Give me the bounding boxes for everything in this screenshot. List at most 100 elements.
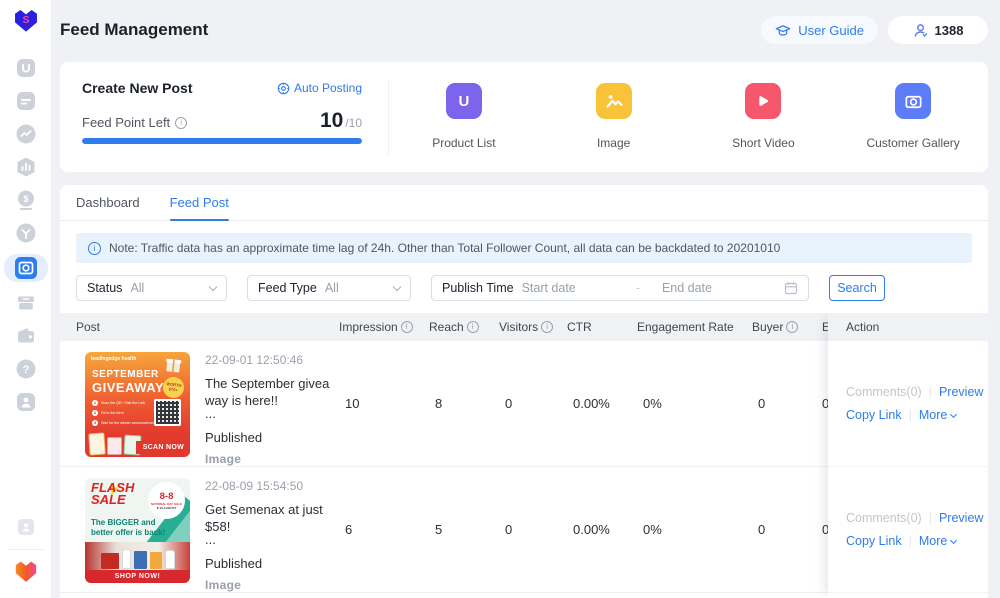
post-thumbnail[interactable]: FLASHSALE 8-8 NATIONAL DAY SALE 8-10 AUG… <box>85 478 190 583</box>
thumb-products <box>89 433 141 455</box>
impression-value: 6 <box>335 467 425 592</box>
preview-link[interactable]: Preview <box>939 385 983 399</box>
play-icon <box>745 83 781 119</box>
page-title: Feed Management <box>60 20 208 40</box>
feed-type-filter-label: Feed Type <box>258 281 317 295</box>
info-icon[interactable]: i <box>786 321 798 333</box>
ctr-value: 0.00% <box>563 341 633 466</box>
sidebar-item-data[interactable] <box>4 155 48 179</box>
engagement-rate-value: 0% <box>633 341 748 466</box>
feed-points-total: /10 <box>345 116 362 130</box>
progress-fill <box>82 138 362 144</box>
svg-text:S: S <box>22 14 29 26</box>
thumb-cta: SHOP NOW! <box>85 570 190 583</box>
lazada-logo-icon[interactable] <box>13 559 39 588</box>
info-icon[interactable]: i <box>401 321 413 333</box>
auto-posting-link[interactable]: Auto Posting <box>277 81 362 95</box>
status-filter-select[interactable]: Status All <box>76 275 227 301</box>
sidebar-item-feed[interactable] <box>4 254 48 282</box>
create-post-title: Create New Post <box>82 80 192 96</box>
filter-bar: Status All Feed Type All Publish Time St… <box>76 275 972 301</box>
chevron-down-icon <box>950 410 957 417</box>
create-new-post-card: Create New Post Auto Posting Feed Point … <box>60 62 988 172</box>
auto-posting-label: Auto Posting <box>294 81 362 95</box>
dollar-icon: $ <box>23 194 28 204</box>
thumb-title: FLASHSALE <box>91 482 134 506</box>
comments-link-disabled: Comments(0) <box>846 385 922 399</box>
tab-feed-post[interactable]: Feed Post <box>170 185 229 220</box>
copy-link-link[interactable]: Copy Link <box>846 408 902 422</box>
feed-type-filter-select[interactable]: Feed Type All <box>247 275 411 301</box>
post-type: Image <box>205 452 333 466</box>
sidebar-item-settings[interactable] <box>4 515 48 539</box>
sidebar-bottom <box>0 515 51 598</box>
feed-point-label-wrap: Feed Point Left i <box>82 115 187 130</box>
gear-icon <box>277 82 290 95</box>
publish-time-range-picker[interactable]: Publish Time Start date - End date <box>431 275 809 301</box>
lazada-seller-logo-icon[interactable]: S <box>12 7 40 38</box>
feed-point-progress-bar <box>82 138 362 144</box>
sidebar-item-products[interactable] <box>4 56 48 80</box>
post-type-label: Customer Gallery <box>866 136 959 150</box>
sidebar-item-marketing[interactable] <box>4 122 48 146</box>
chevron-down-icon <box>393 282 401 290</box>
post-type-label: Short Video <box>732 136 795 150</box>
post-type-short-video[interactable]: Short Video <box>689 62 839 172</box>
sidebar-item-account[interactable] <box>4 390 48 414</box>
gift-icon <box>163 354 185 374</box>
thumb-cta: SCAN NOW <box>136 441 190 454</box>
sidebar-item-help[interactable]: ? <box>4 357 48 381</box>
info-icon[interactable]: i <box>467 321 479 333</box>
post-type-image[interactable]: Image <box>539 62 689 172</box>
tab-dashboard[interactable]: Dashboard <box>76 185 140 220</box>
post-ellipsis: ... <box>205 409 333 419</box>
note-text: Note: Traffic data has an approximate ti… <box>109 241 780 255</box>
buyer-value: 0 <box>748 341 818 466</box>
person-icon <box>913 23 928 38</box>
sidebar-item-store[interactable] <box>4 221 48 245</box>
sidebar-item-wallet[interactable] <box>4 324 48 348</box>
thumb-brand-text: leadingedge health <box>91 356 136 362</box>
calendar-icon <box>784 281 798 295</box>
col-header-visitors: Visitorsi <box>495 320 563 334</box>
reach-value: 5 <box>425 467 495 592</box>
chevron-down-icon <box>950 536 957 543</box>
main-area: Feed Management User Guide 1388 Create N… <box>52 0 1000 598</box>
preview-link[interactable]: Preview <box>939 511 983 525</box>
col-header-reach: Reachi <box>425 320 495 334</box>
sidebar-item-finance[interactable]: $ <box>4 188 48 212</box>
sidebar-divider <box>8 549 44 550</box>
col-header-buyer: Buyeri <box>748 320 818 334</box>
wallet-icon <box>20 328 28 331</box>
start-date-input[interactable]: Start date <box>522 281 576 295</box>
copy-link-link[interactable]: Copy Link <box>846 534 902 548</box>
sidebar-item-orders[interactable] <box>4 89 48 113</box>
question-icon: ? <box>22 364 29 376</box>
post-type: Image <box>205 578 333 592</box>
col-header-action: Action <box>828 313 988 341</box>
end-date-input[interactable]: End date <box>662 281 712 295</box>
user-guide-button[interactable]: User Guide <box>761 16 878 44</box>
post-type-customer-gallery[interactable]: Customer Gallery <box>838 62 988 172</box>
user-guide-label: User Guide <box>798 23 864 38</box>
action-cell: Comments(0) | Preview Copy Link | More <box>828 467 988 593</box>
col-header-impression: Impressioni <box>335 320 425 334</box>
post-thumbnail[interactable]: leadingedge health SEPTEMBER GIVEAWAY WO… <box>85 352 190 457</box>
more-link[interactable]: More <box>919 408 956 422</box>
info-icon[interactable]: i <box>541 321 553 333</box>
more-link[interactable]: More <box>919 534 956 548</box>
col-header-engagement-rate: Engagement Rate <box>633 320 748 334</box>
search-button[interactable]: Search <box>829 275 885 301</box>
visitors-value: 0 <box>495 467 563 592</box>
date-range-separator: - <box>636 281 640 295</box>
image-icon <box>596 83 632 119</box>
info-icon[interactable]: i <box>175 117 187 129</box>
feed-points-left: 10/10 <box>320 109 362 133</box>
post-type-product-list[interactable]: U Product List <box>389 62 539 172</box>
status-filter-label: Status <box>87 281 122 295</box>
follower-count-value: 1388 <box>935 23 964 38</box>
thumb-steps: 1Scan the QR / Visit the Link 2Fill in t… <box>92 400 157 426</box>
follower-counter[interactable]: 1388 <box>888 16 988 44</box>
sidebar-item-fulfillment[interactable] <box>4 291 48 315</box>
chevron-down-icon <box>209 282 217 290</box>
